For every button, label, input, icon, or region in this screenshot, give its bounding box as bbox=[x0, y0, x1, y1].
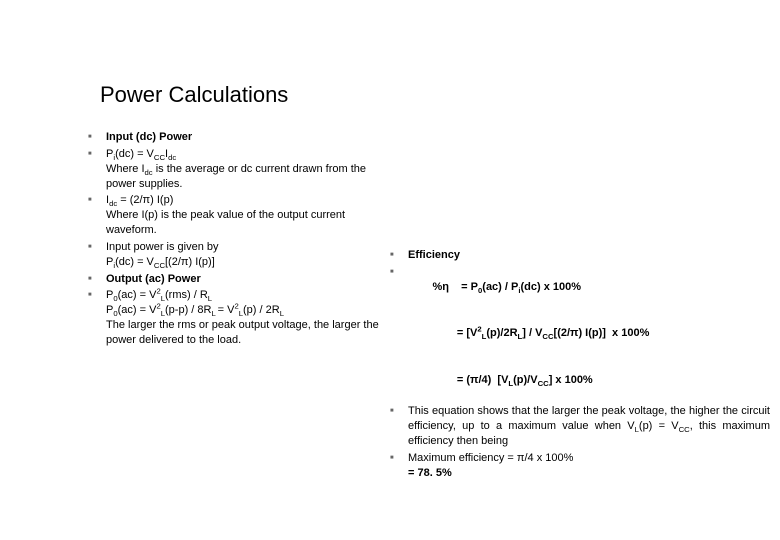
t: = (π/4) [V bbox=[432, 374, 508, 386]
t: L bbox=[280, 309, 284, 318]
bullet-eff-line2: = [V2L(p)/2RL] / VCC[(2/π) I(p)] x 100% bbox=[390, 311, 770, 356]
t: (p) = V bbox=[639, 420, 679, 432]
bullet-output-power: P0(ac) = V2L(rms) / RL P0(ac) = V2L(p-p)… bbox=[88, 288, 388, 347]
t: (rms) / R bbox=[165, 289, 208, 301]
bullet-max-eff: Maximum efficiency = π/4 x 100% = 78. 5% bbox=[390, 451, 770, 481]
t: (p)/2R bbox=[486, 327, 517, 339]
slide: { "title": "Power Calculations", "left":… bbox=[0, 0, 780, 540]
t: Where I(p) is the peak value of the outp… bbox=[106, 209, 345, 236]
t: The larger the rms or peak output voltag… bbox=[106, 319, 379, 346]
t: ] x 100% bbox=[549, 374, 593, 386]
t: (ac) = V bbox=[118, 304, 157, 316]
t: [(2/π) I(p)] x 100% bbox=[554, 327, 650, 339]
heading-output-power: Output (ac) Power bbox=[88, 272, 388, 287]
t: (p) / 2R bbox=[243, 304, 280, 316]
t: ] / V bbox=[522, 327, 542, 339]
bullet-eff-line3: = (π/4) [VL(p)/VCC] x 100% bbox=[390, 358, 770, 403]
t: = V bbox=[218, 304, 235, 316]
bullet-explain: This equation shows that the larger the … bbox=[390, 404, 770, 449]
heading-efficiency: Efficiency bbox=[390, 248, 770, 263]
t: (dc) = V bbox=[115, 148, 154, 160]
t: dc bbox=[145, 168, 153, 177]
t: = 78. 5% bbox=[408, 467, 452, 479]
t: = [V bbox=[432, 327, 477, 339]
right-column: Efficiency %η = P0(ac) / Pi(dc) x 100% =… bbox=[390, 248, 770, 483]
t: (dc) x 100% bbox=[521, 281, 582, 293]
t: (dc) = V bbox=[115, 256, 154, 268]
t: dc bbox=[109, 200, 117, 209]
bullet-eff-line1: %η = P0(ac) / Pi(dc) x 100% bbox=[390, 265, 770, 310]
heading-input-power: Input (dc) Power bbox=[88, 130, 388, 145]
t: CC bbox=[154, 261, 165, 270]
slide-title: Power Calculations bbox=[100, 82, 288, 108]
t: (ac) / P bbox=[482, 281, 518, 293]
t: CC bbox=[154, 153, 165, 162]
t: CC bbox=[538, 379, 549, 388]
t: (p)/V bbox=[513, 374, 537, 386]
t: (p-p) / 8R bbox=[165, 304, 211, 316]
t: Maximum efficiency = π/4 x 100% bbox=[408, 452, 573, 464]
bullet-idc: Idc = (2/π) I(p) Where I(p) is the peak … bbox=[88, 193, 388, 238]
t: is the average or dc current drawn from … bbox=[106, 163, 366, 190]
t: = (2/π) I(p) bbox=[117, 194, 173, 206]
left-column: Input (dc) Power Pi(dc) = VCCIdc Where I… bbox=[88, 130, 388, 350]
t: (ac) = V bbox=[118, 289, 157, 301]
t: [(2/π) I(p)] bbox=[165, 256, 215, 268]
t: %η = P bbox=[432, 281, 478, 293]
bullet-input-power: Input power is given by Pi(dc) = VCC[(2/… bbox=[88, 240, 388, 270]
t: CC bbox=[679, 425, 690, 434]
t: L bbox=[208, 295, 212, 304]
t: Where I bbox=[106, 163, 145, 175]
t: dc bbox=[168, 153, 176, 162]
bullet-pi-dc: Pi(dc) = VCCIdc Where Idc is the average… bbox=[88, 147, 388, 192]
t: CC bbox=[542, 332, 553, 341]
t: Input power is given by bbox=[106, 241, 219, 253]
